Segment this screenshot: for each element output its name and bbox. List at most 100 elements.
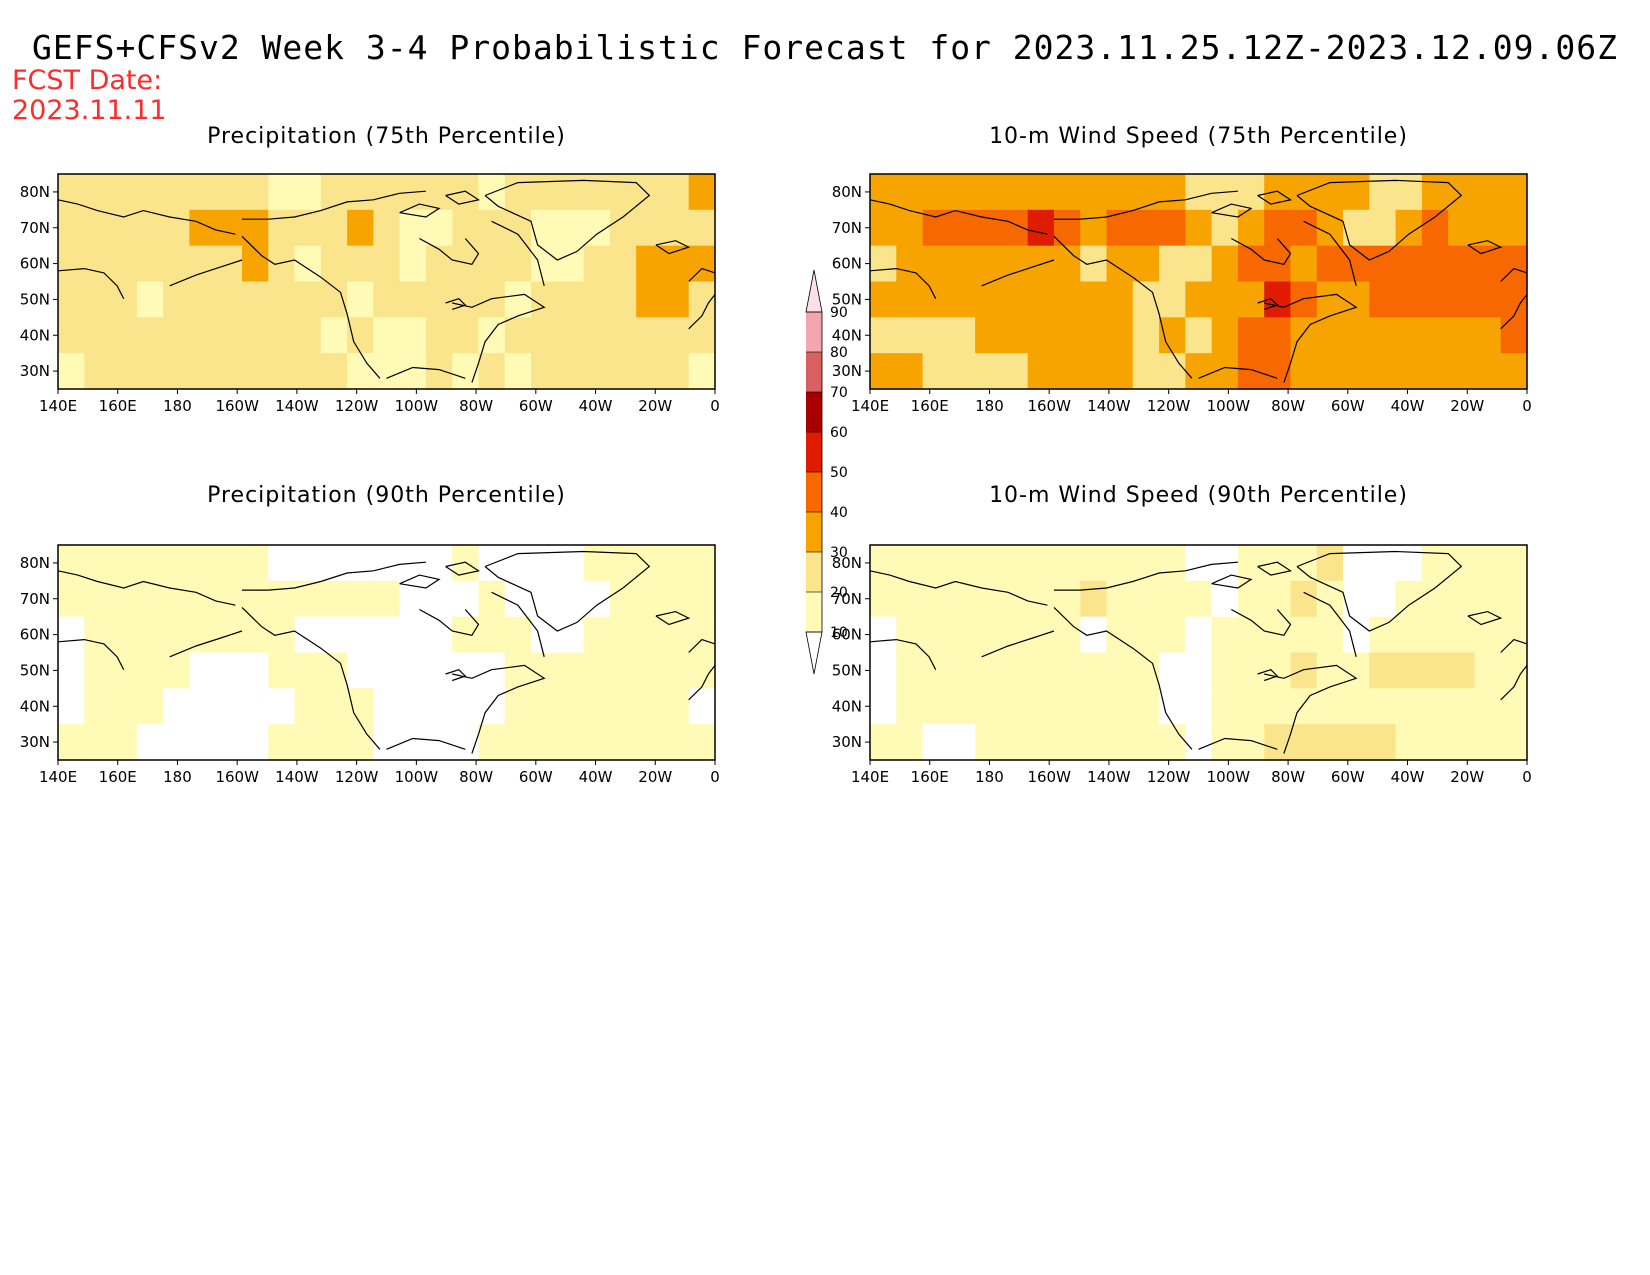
field-cell <box>1159 580 1186 618</box>
coastline-segment <box>655 240 691 255</box>
field-cell <box>1264 353 1292 390</box>
field-cell <box>557 652 585 689</box>
lon-tick-label: 0 <box>710 397 720 415</box>
field-cell <box>425 652 453 689</box>
field-cell <box>1001 688 1029 725</box>
field-cell <box>189 174 217 211</box>
field-cell <box>1132 688 1160 725</box>
field-cell <box>58 688 85 725</box>
field-cell <box>583 545 611 582</box>
field-cell <box>1448 688 1476 725</box>
field-cell <box>583 652 611 689</box>
colorbar-label: 90 <box>830 305 848 321</box>
field-cell <box>320 245 348 283</box>
field-cell <box>531 616 558 654</box>
field-cell <box>1500 580 1528 618</box>
coastline-segment <box>242 561 426 591</box>
field-cell <box>1395 545 1423 582</box>
lat-tick-label: 80N <box>20 183 50 201</box>
coastline-segment <box>1296 179 1463 261</box>
field-cell <box>163 580 190 618</box>
field-cell <box>452 616 480 654</box>
coastline-segment <box>419 608 480 636</box>
field-cell <box>1448 174 1476 211</box>
field-cell <box>58 209 85 247</box>
field-cell <box>163 281 190 318</box>
field-cell <box>609 616 637 654</box>
field-cell <box>1343 317 1370 354</box>
field-cell <box>110 652 138 689</box>
field-cell <box>189 724 217 761</box>
field-cell <box>1290 580 1318 618</box>
field-cell <box>399 616 427 654</box>
field-cell <box>452 209 480 247</box>
coastline-segment <box>491 220 545 286</box>
lat-tick-label: 40N <box>832 697 862 715</box>
coastline-segment <box>491 591 545 657</box>
field-cell <box>347 580 374 618</box>
lon-tick-label: 140E <box>851 768 889 786</box>
field-cell <box>688 545 716 582</box>
field-cell <box>84 174 112 211</box>
field-cell <box>1211 317 1239 354</box>
coastline-segment <box>1264 664 1358 754</box>
field-cell <box>1185 245 1213 283</box>
coastline-segment <box>869 638 937 670</box>
field-cell <box>84 353 112 390</box>
field-cell <box>1132 209 1160 247</box>
field-cell <box>922 616 950 654</box>
field-cell <box>1395 317 1423 354</box>
coastline-segment <box>445 561 481 576</box>
field-cell <box>870 353 897 390</box>
field-cell <box>399 245 427 283</box>
lon-tick-label: 40W <box>1391 768 1425 786</box>
field-cell <box>1027 317 1055 354</box>
field-cell <box>1343 616 1370 654</box>
field-cell <box>425 245 453 283</box>
coastline-segment <box>869 199 1048 235</box>
lat-tick-label: 40N <box>20 326 50 344</box>
field-cell <box>136 580 164 618</box>
field-cell <box>425 353 453 390</box>
field-cell <box>399 281 427 318</box>
field-cell <box>215 209 243 247</box>
field-cell <box>452 688 480 725</box>
lat-tick-label: 50N <box>832 290 862 308</box>
field-cell <box>1106 724 1134 761</box>
field-cell <box>1316 353 1344 390</box>
coastline-segment <box>399 203 441 218</box>
lon-tick-label: 140E <box>39 768 77 786</box>
field-cell <box>1237 580 1265 618</box>
field-cell <box>1395 652 1423 689</box>
field-cell <box>425 616 453 654</box>
field-cell <box>1080 688 1108 725</box>
field-cell <box>1001 174 1029 211</box>
field-cell <box>1448 245 1476 283</box>
field-cell <box>1474 317 1502 354</box>
coastline-segment <box>1303 591 1357 657</box>
coastline-wind90 <box>869 550 1528 754</box>
coastline-segment <box>399 574 441 589</box>
field-cell <box>268 209 296 247</box>
field-cell <box>1106 209 1134 247</box>
field-cell <box>84 545 112 582</box>
field-cell <box>662 317 690 354</box>
panel-title-wind75: 10-m Wind Speed (75th Percentile) <box>989 124 1408 149</box>
lon-tick-label: 20W <box>638 397 672 415</box>
field-cell <box>1369 688 1397 725</box>
field-cell <box>1132 353 1160 390</box>
field-cell <box>636 688 664 725</box>
field-cell <box>609 688 637 725</box>
field-cell <box>294 174 322 211</box>
field-cell <box>1290 281 1318 318</box>
field-cell <box>922 317 950 354</box>
field-cell <box>1369 353 1397 390</box>
field-cell <box>870 317 897 354</box>
field-cell <box>1185 652 1213 689</box>
field-cell <box>1053 245 1081 283</box>
coastline-segment <box>484 550 651 632</box>
field-cell <box>1290 353 1318 390</box>
lon-tick-label: 140W <box>275 397 319 415</box>
coastline-segment <box>1257 561 1293 576</box>
field-cell <box>1448 209 1476 247</box>
